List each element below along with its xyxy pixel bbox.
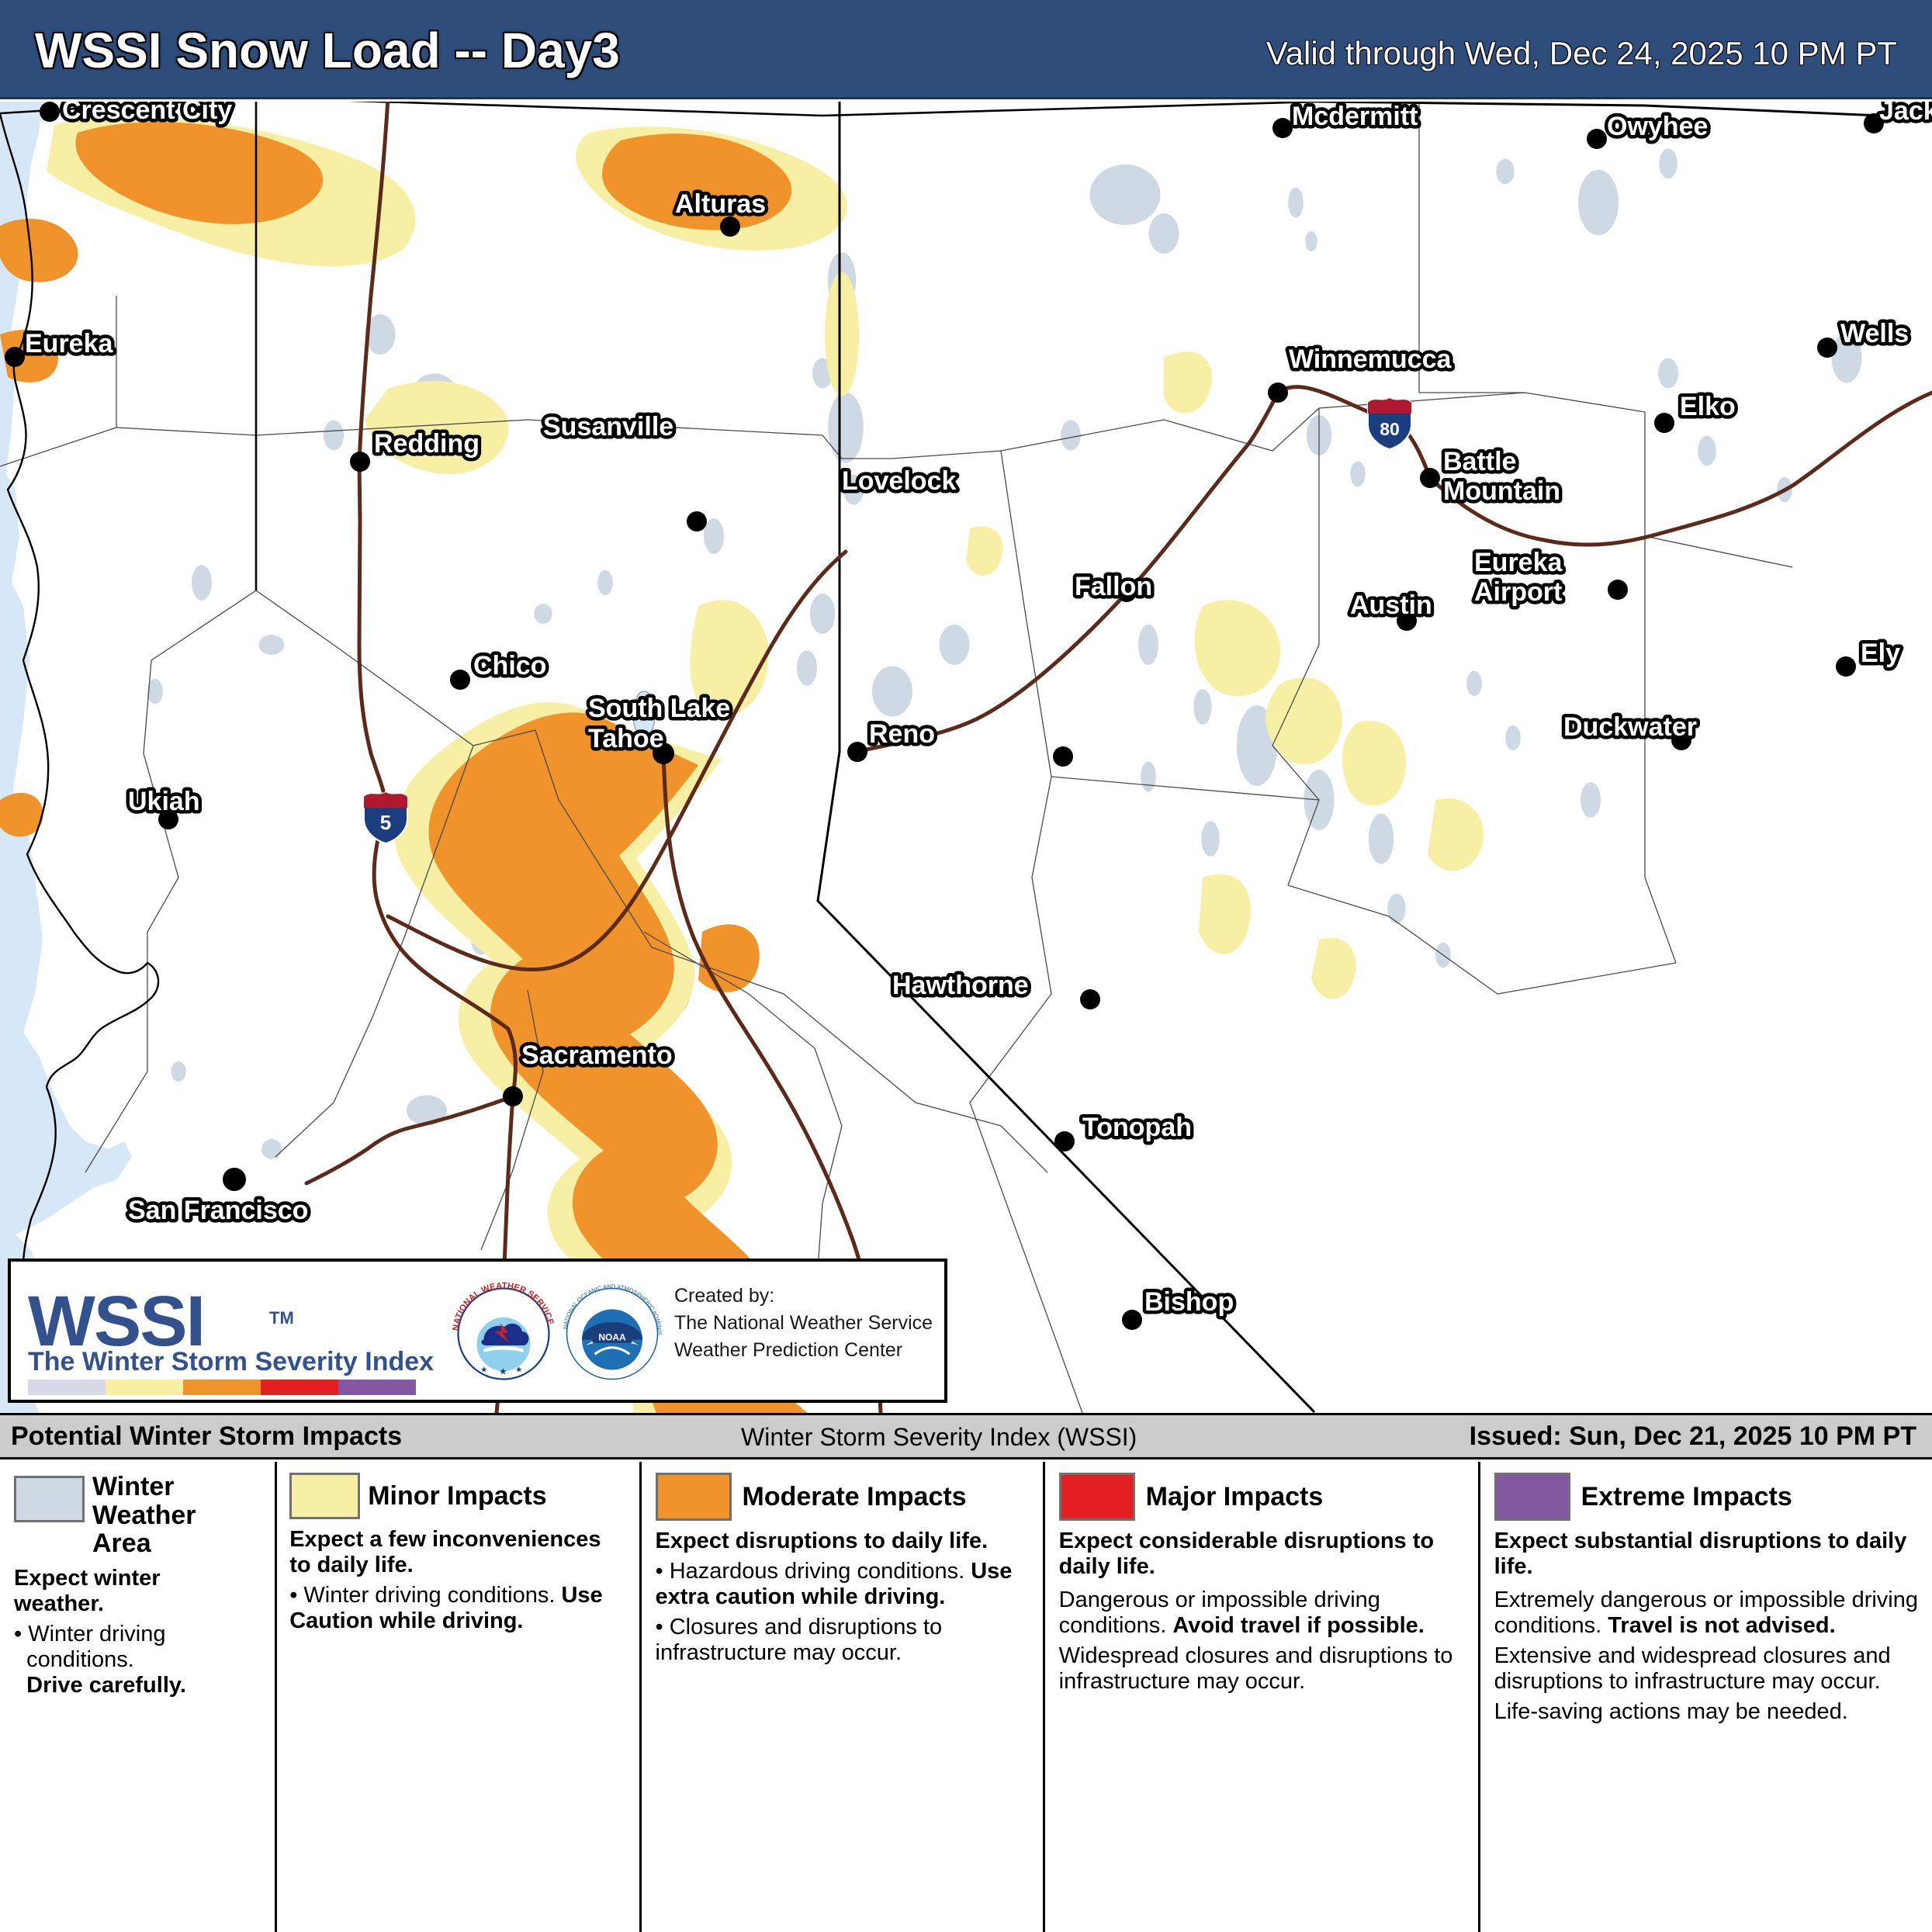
svg-text:Reno: Reno bbox=[869, 719, 935, 749]
svg-text:★: ★ bbox=[515, 1366, 523, 1375]
svg-text:Ely: Ely bbox=[1861, 639, 1900, 668]
svg-text:TM: TM bbox=[269, 1308, 294, 1328]
svg-text:Battle: Battle bbox=[1443, 447, 1516, 476]
svg-text:Mountain: Mountain bbox=[1443, 476, 1560, 506]
svg-text:Tonopah: Tonopah bbox=[1082, 1113, 1192, 1142]
svg-text:Airport: Airport bbox=[1474, 577, 1562, 607]
svg-text:Redding: Redding bbox=[374, 429, 480, 459]
svg-text:Hawthorne: Hawthorne bbox=[892, 971, 1029, 1000]
svg-text:Chico: Chico bbox=[473, 651, 546, 680]
svg-text:Jackpot: Jackpot bbox=[1879, 102, 1932, 126]
svg-text:Eureka: Eureka bbox=[25, 329, 113, 358]
svg-text:Elko: Elko bbox=[1680, 392, 1736, 421]
svg-text:South Lake: South Lake bbox=[588, 694, 730, 723]
svg-text:San Francisco: San Francisco bbox=[128, 1196, 308, 1225]
svg-text:Wells: Wells bbox=[1840, 319, 1909, 348]
svg-text:★: ★ bbox=[499, 1366, 507, 1377]
svg-text:Sacramento: Sacramento bbox=[521, 1040, 673, 1070]
svg-text:★: ★ bbox=[480, 1366, 488, 1375]
svg-text:The Winter Storm Severity Inde: The Winter Storm Severity Index bbox=[28, 1347, 434, 1376]
svg-text:5: 5 bbox=[380, 811, 391, 834]
svg-text:Austin: Austin bbox=[1350, 590, 1432, 620]
svg-text:Fallon: Fallon bbox=[1075, 572, 1152, 601]
svg-text:Mcdermitt: Mcdermitt bbox=[1292, 102, 1418, 131]
svg-text:Weather Prediction Center: Weather Prediction Center bbox=[674, 1339, 902, 1361]
svg-text:NOAA: NOAA bbox=[598, 1331, 626, 1342]
svg-text:Bishop: Bishop bbox=[1144, 1287, 1234, 1317]
svg-text:Created by:: Created by: bbox=[674, 1285, 774, 1307]
svg-text:Duckwater: Duckwater bbox=[1563, 712, 1697, 742]
svg-text:Crescent City: Crescent City bbox=[62, 102, 232, 125]
svg-text:Owyhee: Owyhee bbox=[1607, 112, 1708, 141]
svg-text:Eureka: Eureka bbox=[1474, 548, 1563, 577]
svg-text:Tahoe: Tahoe bbox=[588, 724, 664, 753]
svg-text:The National Weather Service: The National Weather Service bbox=[674, 1312, 933, 1334]
svg-text:80: 80 bbox=[1380, 419, 1400, 439]
svg-text:Winnemucca: Winnemucca bbox=[1289, 345, 1452, 374]
svg-text:Alturas: Alturas bbox=[675, 189, 766, 219]
svg-text:Susanville: Susanville bbox=[543, 412, 673, 441]
svg-text:Ukiah: Ukiah bbox=[128, 787, 200, 816]
svg-text:Lovelock: Lovelock bbox=[842, 466, 956, 496]
